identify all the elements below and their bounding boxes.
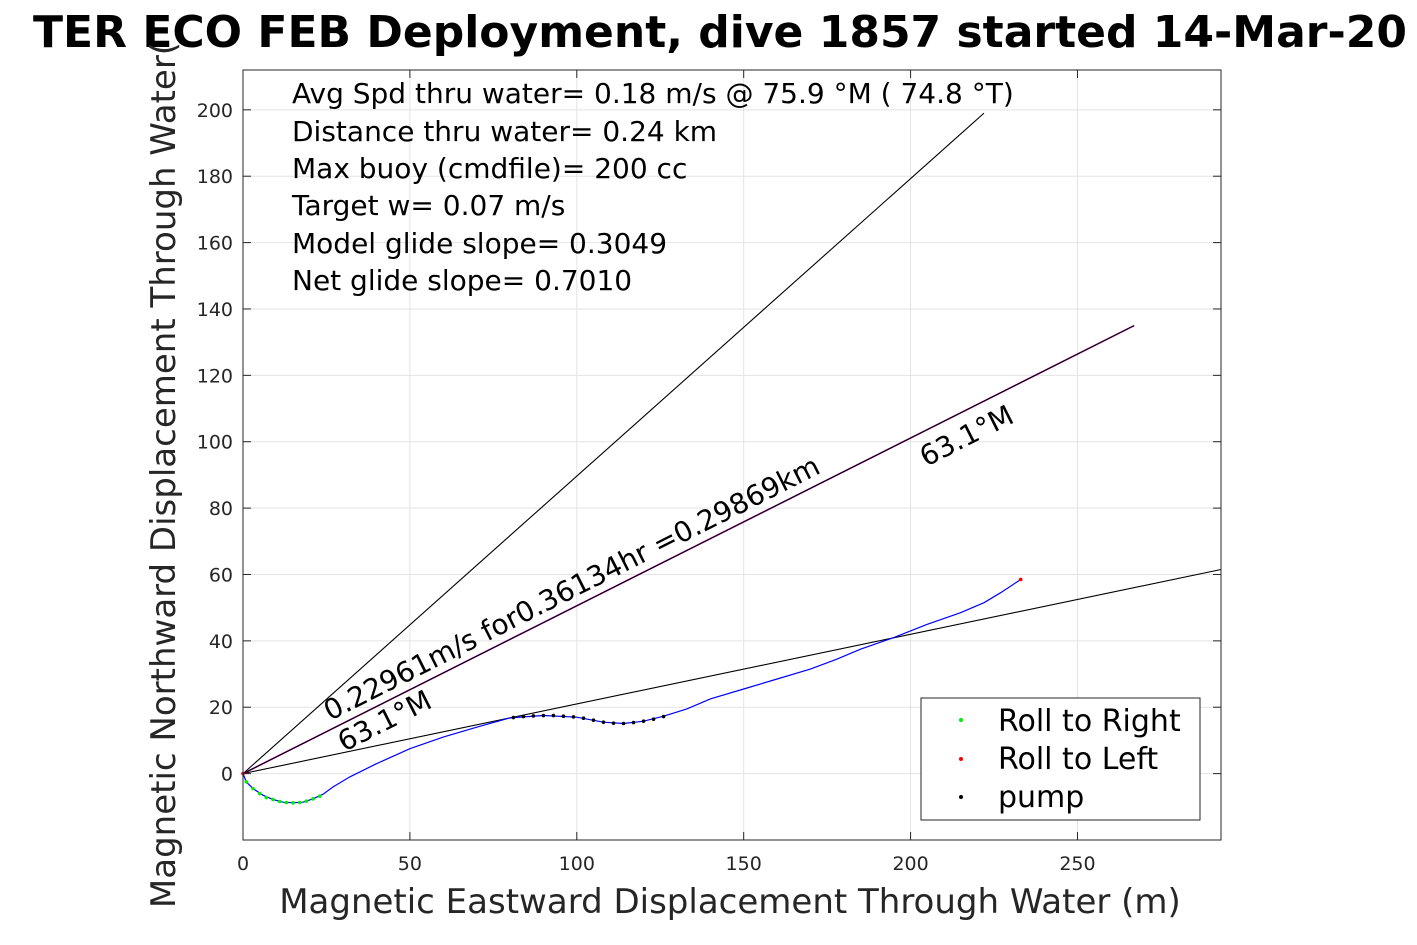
- x-tick-label: 100: [559, 853, 595, 875]
- info-avg-speed: Avg Spd thru water= 0.18 m/s @ 75.9 °M (…: [292, 77, 1014, 110]
- x-tick-label: 0: [237, 853, 249, 875]
- reference-line-3: [242, 325, 1135, 775]
- y-tick-label: 200: [197, 100, 233, 122]
- y-tick-label: 100: [197, 432, 233, 454]
- y-tick-label: 80: [209, 498, 233, 520]
- info-model-glide-slope: Model glide slope= 0.3049: [292, 227, 667, 260]
- roll-to-right-point: [304, 799, 309, 803]
- y-tick-label: 140: [197, 299, 233, 321]
- roll-to-right-point: [317, 794, 322, 798]
- pump-point: [571, 715, 576, 719]
- reference-line-0: [242, 112, 985, 775]
- legend-label-pump: pump: [998, 780, 1084, 815]
- x-tick-label: 150: [726, 853, 762, 875]
- pump-point: [591, 718, 596, 722]
- y-tick-label: 60: [209, 564, 233, 586]
- x-tick-label: 200: [892, 853, 928, 875]
- legend-marker-roll-right: [959, 718, 963, 722]
- x-tick-label: 50: [398, 853, 422, 875]
- chart-title: TER ECO FEB Deployment, dive 1857 starte…: [33, 7, 1407, 58]
- y-tick-label: 20: [209, 697, 233, 719]
- y-tick-label: 40: [209, 631, 233, 653]
- y-tick-label: 120: [197, 365, 233, 387]
- reference-lines: [242, 112, 1222, 775]
- roll-to-right-point: [271, 797, 275, 802]
- info-target-w: Target w= 0.07 m/s: [291, 189, 565, 222]
- legend-marker-pump: [959, 795, 963, 799]
- pump-point: [611, 721, 616, 725]
- pump-point: [541, 713, 546, 718]
- y-tick-label: 160: [197, 233, 233, 255]
- legend-marker-roll-left: [959, 757, 963, 761]
- pump-point: [551, 713, 556, 718]
- plot-area-frame: [242, 69, 1222, 841]
- pump-point: [521, 714, 526, 719]
- pump-point: [621, 721, 626, 726]
- pump-point: [601, 720, 606, 724]
- y-tick-label: 180: [197, 166, 233, 188]
- legend-label-roll-left: Roll to Left: [998, 742, 1158, 777]
- roll-to-right-point: [297, 800, 302, 805]
- legend-label-roll-right: Roll to Right: [998, 704, 1181, 739]
- pump-point: [531, 714, 536, 718]
- legend-box: [920, 697, 1201, 821]
- y-axis-label: Magnetic Northward Displacement Through …: [144, 42, 184, 908]
- y-tick-label: 0: [221, 764, 233, 786]
- legend: Roll to Right Roll to Left pump: [920, 697, 1201, 821]
- roll-to-right-point: [244, 780, 249, 784]
- grid: [242, 70, 1221, 840]
- pump-point: [511, 715, 516, 720]
- roll-to-right-point: [264, 795, 269, 800]
- info-max-buoy: Max buoy (cmdfile)= 200 cc: [292, 152, 687, 185]
- roll-to-right-point: [277, 799, 282, 804]
- pump-point: [581, 716, 586, 720]
- roll-to-left-point: [1018, 577, 1023, 582]
- pump-point: [661, 714, 666, 719]
- info-distance: Distance thru water= 0.24 km: [292, 115, 717, 148]
- roll-to-right-point: [311, 797, 315, 801]
- reference-line-1: [242, 568, 1222, 775]
- x-tick-label: 250: [1059, 853, 1095, 875]
- ticks: 0 50 100 150 200 250 0 20 40 60 80 100 120 140 160 180 2…: [197, 70, 1221, 875]
- info-box: Avg Spd thru water= 0.18 m/s @ 75.9 °M (…: [291, 77, 1014, 297]
- pump-point: [641, 719, 646, 723]
- pump-point: [651, 717, 656, 721]
- roll-to-right-point: [257, 791, 262, 796]
- roll-to-right-point: [251, 786, 255, 791]
- pump-point: [561, 714, 566, 719]
- roll-to-right-point: [291, 801, 295, 805]
- info-net-glide-slope: Net glide slope= 0.7010: [292, 264, 632, 297]
- marker-layer: [241, 577, 1023, 805]
- x-axis-label: Magnetic Eastward Displacement Through W…: [279, 882, 1181, 922]
- pump-point: [631, 720, 636, 725]
- roll-to-right-point: [284, 800, 289, 805]
- current-vector-label: 0.22961m/s for0.36134hr =0.29869km: [318, 449, 825, 727]
